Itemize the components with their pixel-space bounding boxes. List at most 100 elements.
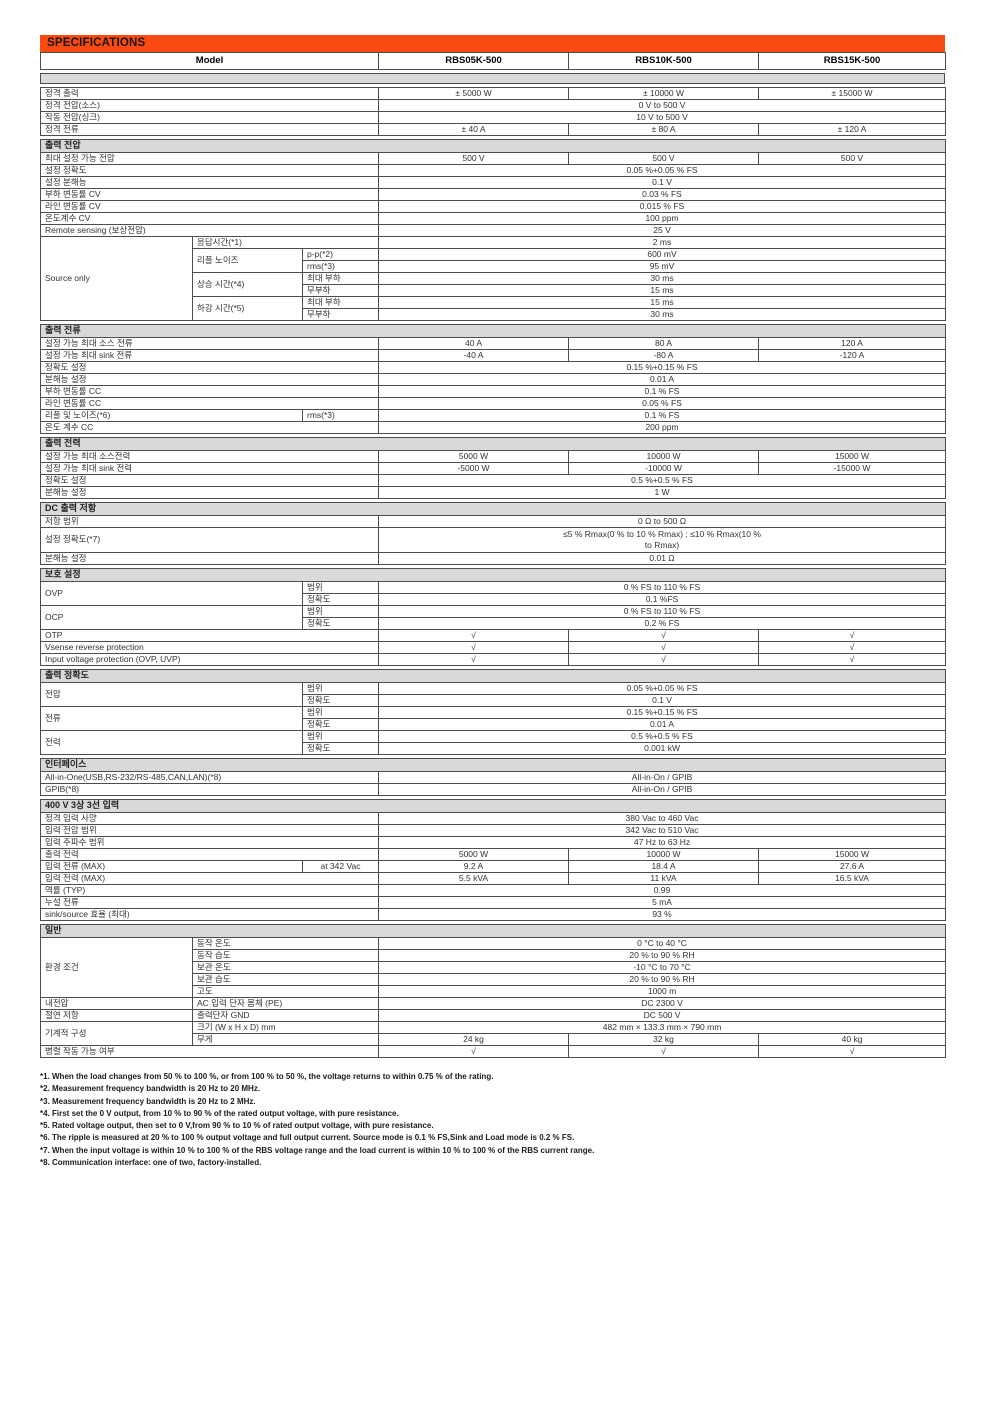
spec-label: 정격 전압(소스) xyxy=(40,99,379,112)
footnotes: *1. When the load changes from 50 % to 1… xyxy=(40,1071,945,1169)
spec-sublabel: 범위 xyxy=(302,730,379,743)
spec-value: All-in-On / GPIB xyxy=(377,771,947,784)
spec-sublabel: 보관 습도 xyxy=(192,973,379,986)
spec-value: -10000 W xyxy=(568,462,759,475)
spec-value: 600 mV xyxy=(378,248,946,261)
table-row: 정격 출력 ± 5000 W ± 10000 W ± 15000 W xyxy=(40,87,946,100)
table-row: 전류 범위 0.15 %+0.15 % FS xyxy=(40,706,947,731)
table-row: 정확도 설정 0.15 %+0.15 % FS xyxy=(40,361,946,374)
spec-label: 설정 가능 최대 소스 전류 xyxy=(40,337,379,350)
spec-value: 0 % FS to 110 % FS xyxy=(378,581,946,594)
section-header: 400 V 3상 3선 입력 xyxy=(40,799,946,813)
spec-value: 20 % to 90 % RH xyxy=(377,949,947,962)
spec-value: 10 V to 500 V xyxy=(378,111,946,124)
spec-sublabel: 정확도 xyxy=(302,718,379,731)
table-row: 출력 전력 5000 W 10000 W 15000 W xyxy=(40,848,946,861)
section-header-row: 일반 xyxy=(39,924,947,938)
spec-label: 전류 xyxy=(40,706,303,731)
model-column-header: Model xyxy=(39,52,380,70)
spec-label: All-in-One(USB,RS-232/RS-485,CAN,LAN)(*8… xyxy=(40,771,379,784)
spec-sublabel: 무게 xyxy=(192,1033,379,1046)
spec-sublabel: 상승 시간(*4) xyxy=(192,272,303,297)
table-row: 정확도 0.001 kW xyxy=(41,742,947,755)
spec-label: OTP xyxy=(40,629,379,642)
spec-table: 출력 전압 최대 설정 가능 전압 500 V 500 V 500 V 설정 정확도 0.0… xyxy=(40,139,946,321)
spec-value: 40 kg xyxy=(757,1033,947,1046)
footnote: *7. When the input voltage is within 10 … xyxy=(40,1145,595,1155)
spec-value: 200 ppm xyxy=(378,421,946,434)
spec-sublabel: 정확도 xyxy=(302,593,379,606)
table-row: 최대 설정 가능 전압 500 V 500 V 500 V xyxy=(40,152,946,165)
section-header: 출력 전압 xyxy=(40,139,946,153)
spec-value: 5.5 kVA xyxy=(378,872,569,885)
spec-value: √ xyxy=(758,641,946,654)
table-row: 분해능 설정 0.01 Ω xyxy=(40,552,947,565)
table-row: 설정 분해능 0.1 V xyxy=(40,176,946,189)
footnote: *2. Measurement frequency bandwidth is 2… xyxy=(40,1084,261,1094)
table-row: 설정 정확도 0.05 %+0.05 % FS xyxy=(40,164,946,177)
section-header: 일반 xyxy=(39,924,947,938)
spec-label: 내전압 xyxy=(40,997,193,1010)
spec-label: sink/source 효율 (최대) xyxy=(40,908,379,921)
section-header-row: 출력 전력 xyxy=(40,437,946,451)
spec-value: 15000 W xyxy=(758,848,946,861)
spec-value: 0.15 %+0.15 % FS xyxy=(378,361,946,374)
spec-label: 설정 정확도 xyxy=(40,164,379,177)
spec-label: 부하 변동률 CC xyxy=(40,385,379,398)
spec-label: 출력 전력 xyxy=(40,848,379,861)
spec-label: 전압 xyxy=(40,682,303,707)
table-row: 분해능 설정 0.01 A xyxy=(40,373,946,386)
table-row: 온도계수 CV 100 ppm xyxy=(40,212,946,225)
spec-label: 리플 및 노이즈(*6) xyxy=(40,409,303,422)
spec-value: 120 A xyxy=(758,337,946,350)
spec-value: All-in-On / GPIB xyxy=(377,783,947,796)
spec-sublabel: 정확도 xyxy=(302,694,379,707)
spec-value: 0.03 % FS xyxy=(378,188,946,201)
spec-value: -5000 W xyxy=(378,462,569,475)
spec-table: 400 V 3상 3선 입력 정격 입력 사양 380 Vac to 460 Vac… xyxy=(40,799,946,921)
section-header: 출력 전력 xyxy=(40,437,946,451)
table-row: 입력 전류 (MAX) at 342 Vac 9.2 A 18.4 A 27.6 A xyxy=(40,860,946,873)
table-row: 동작 습도 20 % to 90 % RH xyxy=(41,949,947,962)
table-row: 설정 가능 최대 소스 전류 40 A 80 A 120 A xyxy=(40,337,946,350)
spec-sublabel: rms(*3) xyxy=(302,260,379,273)
footnote: *1. When the load changes from 50 % to 1… xyxy=(40,1072,494,1081)
spec-value: 25 V xyxy=(378,224,946,237)
section-header: 인터페이스 xyxy=(39,758,947,772)
table-row: 정확도 설정 0.5 %+0.5 % FS xyxy=(40,474,946,487)
spec-label: OCP xyxy=(40,605,303,630)
spec-sublabel: 고도 xyxy=(192,985,379,998)
spec-table: 출력 정확도 전압 범위 0.05 %+0.05 % FS 정확도 0.1 V 전류 범위 0.… xyxy=(39,669,947,755)
spec-value: 0.1 V xyxy=(377,694,947,707)
spec-sublabel: rms(*3) xyxy=(302,409,379,422)
spec-label: Remote sensing (보상전압) xyxy=(40,224,379,237)
spec-label: 작동 전압(싱크) xyxy=(40,111,379,124)
spec-table: Model RBS05K-500 RBS10K-500 RBS15K-500 xyxy=(39,52,947,70)
spec-label: 누설 전류 xyxy=(40,896,379,909)
model-name: RBS05K-500 xyxy=(378,52,570,70)
spec-value: 0.2 % FS xyxy=(378,617,946,630)
spec-value: 0.01 A xyxy=(378,373,946,386)
spec-label: 설정 분해능 xyxy=(40,176,379,189)
spec-value: -40 A xyxy=(378,349,569,362)
spec-sublabel: 출력단자 GND xyxy=(192,1009,379,1022)
spec-label: 병렬 작동 가능 여부 xyxy=(40,1045,379,1058)
spec-value: √ xyxy=(568,629,759,642)
spec-sublabel: 최대 부하 xyxy=(302,296,379,309)
spec-value: 0.05 %+0.05 % FS xyxy=(378,164,946,177)
table-row: 병렬 작동 가능 여부 √ √ √ xyxy=(40,1045,947,1058)
table-row: OVP 범위 0 % FS to 110 % FS xyxy=(40,581,946,606)
section-header: 보호 설정 xyxy=(40,568,946,582)
table-row: 정격 입력 사양 380 Vac to 460 Vac xyxy=(40,812,946,825)
section-header-row: DC 출력 저항 xyxy=(39,502,947,516)
table-row: 설정 가능 최대 sink 전류 -40 A -80 A -120 A xyxy=(40,349,946,362)
section-header-row: 인터페이스 xyxy=(39,758,947,772)
spec-table: 일반 환경 조건 동작 온도 0 °C to 40 °C 동작 습도 20 % to 90… xyxy=(39,924,947,1058)
spec-value: ± 10000 W xyxy=(568,87,759,100)
spec-value: √ xyxy=(757,1045,947,1058)
spec-value: 100 ppm xyxy=(378,212,946,225)
spec-table: 정격 출력 ± 5000 W ± 10000 W ± 15000 W 정격 전압(소스)… xyxy=(40,87,946,136)
spec-value: 1000 m xyxy=(377,985,947,998)
spec-value: 500 V xyxy=(568,152,759,165)
spec-value: 0 % FS to 110 % FS xyxy=(378,605,946,618)
